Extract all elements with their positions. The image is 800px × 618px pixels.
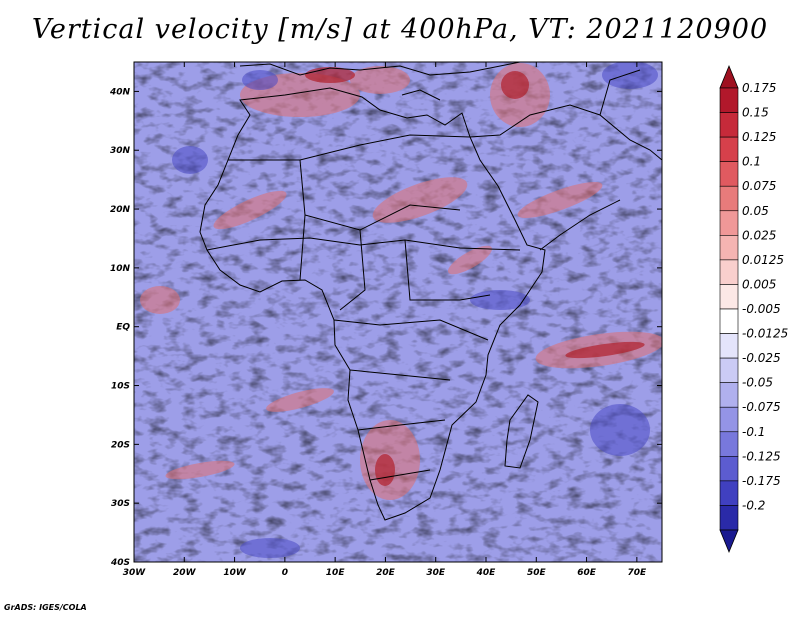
latitude-ticks: 40N 30N 20N 10N EQ 10S 20S 30S 40S	[109, 87, 662, 568]
colorbar-label: 0.15	[742, 106, 769, 120]
colorbar-top-arrow	[719, 64, 739, 89]
colorbar-bottom-arrow	[719, 529, 739, 554]
coastlines-and-borders	[199, 62, 662, 521]
colorbar-segment	[719, 185, 739, 212]
lat-tick-label: 10N	[110, 264, 131, 274]
colorbar-label: -0.05	[742, 376, 773, 390]
colorbar-segment	[719, 235, 739, 261]
lat-tick-label: 40S	[110, 558, 130, 568]
colorbar-segment	[719, 480, 739, 506]
colorbar-segment	[719, 505, 739, 531]
lon-tick-label: 70E	[628, 568, 648, 578]
map-title: Vertical velocity [m/s] at 400hPa, VT: 2…	[31, 14, 769, 45]
colorbar-label: -0.025	[742, 351, 781, 365]
colorbar-segment	[719, 259, 739, 285]
lon-tick-label: 50E	[527, 568, 547, 578]
colorbar-label: -0.005	[742, 302, 781, 316]
lon-tick-label: 40E	[476, 568, 497, 578]
colorbar-segment	[719, 210, 739, 236]
colorbar-segment	[719, 333, 739, 359]
lon-tick-label: 30E	[426, 568, 446, 578]
lat-tick-label: 10S	[111, 382, 130, 392]
colorbar-label: 0.075	[742, 179, 776, 193]
colorbar-segment	[719, 284, 739, 310]
plot-frame	[133, 61, 663, 563]
colorbar-label: -0.075	[742, 400, 781, 414]
colorbar-label: 0.005	[742, 277, 776, 291]
colorbar-segment	[719, 382, 739, 408]
colorbar-segment	[719, 406, 739, 433]
colorbar-label: 0.125	[742, 130, 776, 144]
colorbar-segment	[719, 357, 739, 383]
credit-label: GrADS: IGES/COLA	[4, 603, 87, 612]
colorbar-segment	[719, 87, 739, 113]
lon-tick-label: 30W	[123, 568, 147, 578]
lat-tick-label: 20N	[110, 205, 131, 215]
colorbar-label: -0.0125	[742, 327, 788, 341]
colorbar-label: -0.2	[742, 498, 765, 512]
colorbar-label: 0.025	[742, 228, 776, 242]
colorbar-segment	[719, 112, 739, 138]
colorbar-segment	[719, 431, 739, 457]
colorbar-label: -0.1	[742, 425, 765, 439]
colorbar-label: -0.125	[742, 449, 781, 463]
colorbar-segment	[719, 136, 739, 162]
colorbar-segment	[719, 161, 739, 187]
lon-tick-label: 0	[282, 568, 288, 578]
colorbar-label: 0.175	[742, 81, 776, 95]
colorbar-label: -0.175	[742, 474, 781, 488]
lon-tick-label: 10W	[223, 568, 247, 578]
colorbar-label: 0.0125	[742, 253, 784, 267]
colorbar-label: 0.05	[742, 204, 769, 218]
colorbar: 0.175 0.15 0.125 0.1 0.075 0.05 0.025 0.0125 0.0…	[719, 64, 788, 554]
colorbar-segment	[719, 308, 739, 334]
lon-tick-label: 60E	[577, 568, 597, 578]
velocity-field	[134, 62, 662, 562]
lat-tick-label: 30S	[111, 499, 130, 509]
lon-tick-label: 10E	[326, 568, 346, 578]
colorbar-segment	[719, 456, 739, 482]
lon-tick-label: 20E	[376, 568, 396, 578]
colorbar-label: 0.1	[742, 155, 761, 169]
lat-tick-label: 30N	[110, 146, 131, 156]
longitude-ticks: 30W 20W 10W 0 10E 20E 30E 40E 50E 60E 70E	[123, 62, 647, 578]
lat-tick-label: EQ	[116, 323, 130, 333]
lon-tick-label: 20W	[173, 568, 197, 578]
lat-tick-label: 20S	[111, 440, 130, 450]
lat-tick-label: 40N	[109, 87, 131, 97]
